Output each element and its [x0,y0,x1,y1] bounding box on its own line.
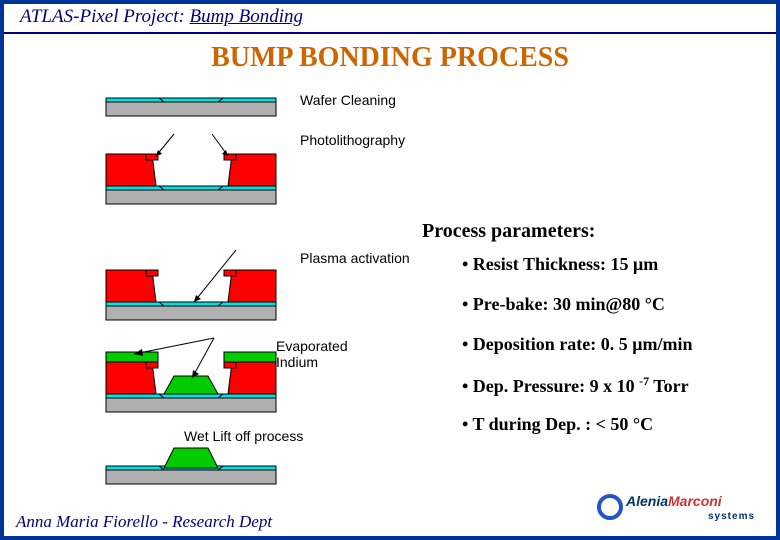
label-step-4-line2: Indium [276,354,318,370]
svg-text:systems: systems [708,511,755,522]
param-dep-rate: • Deposition rate: 0. 5 μm/min [462,334,693,355]
svg-text:AleniaMarconi: AleniaMarconi [625,493,723,509]
diagram-step-2 [104,130,304,210]
slide-header: ATLAS-Pixel Project: Bump Bonding [4,4,776,34]
diagram-step-4 [104,336,304,418]
diagram-step-3 [104,248,304,326]
label-step-5: Wet Lift off process [184,428,303,444]
params-title: Process parameters: [422,220,595,243]
param-prebake: • Pre-bake: 30 min@80 °C [462,294,665,315]
page-title: BUMP BONDING PROCESS [4,42,776,74]
brand-logo: AleniaMarconi systems [596,489,766,530]
diagram-step-5 [104,440,284,490]
param-dep-pressure: • Dep. Pressure: 9 x 10 -7 Torr [462,374,689,397]
label-step-4-line1: Evaporated [276,338,348,354]
param-temp: • T during Dep. : < 50 °C [462,414,653,435]
param-resist-thickness: • Resist Thickness: 15 μm [462,254,658,275]
label-step-2: Photolithography [300,132,405,148]
slide-footer: Anna Maria Fiorello - Research Dept [16,512,272,532]
diagram-step-1 [104,90,284,120]
header-topic: Bump Bonding [190,6,303,27]
label-step-1: Wafer Cleaning [300,92,396,108]
header-prefix: ATLAS-Pixel Project: [20,6,190,27]
label-step-3: Plasma activation [300,250,410,266]
